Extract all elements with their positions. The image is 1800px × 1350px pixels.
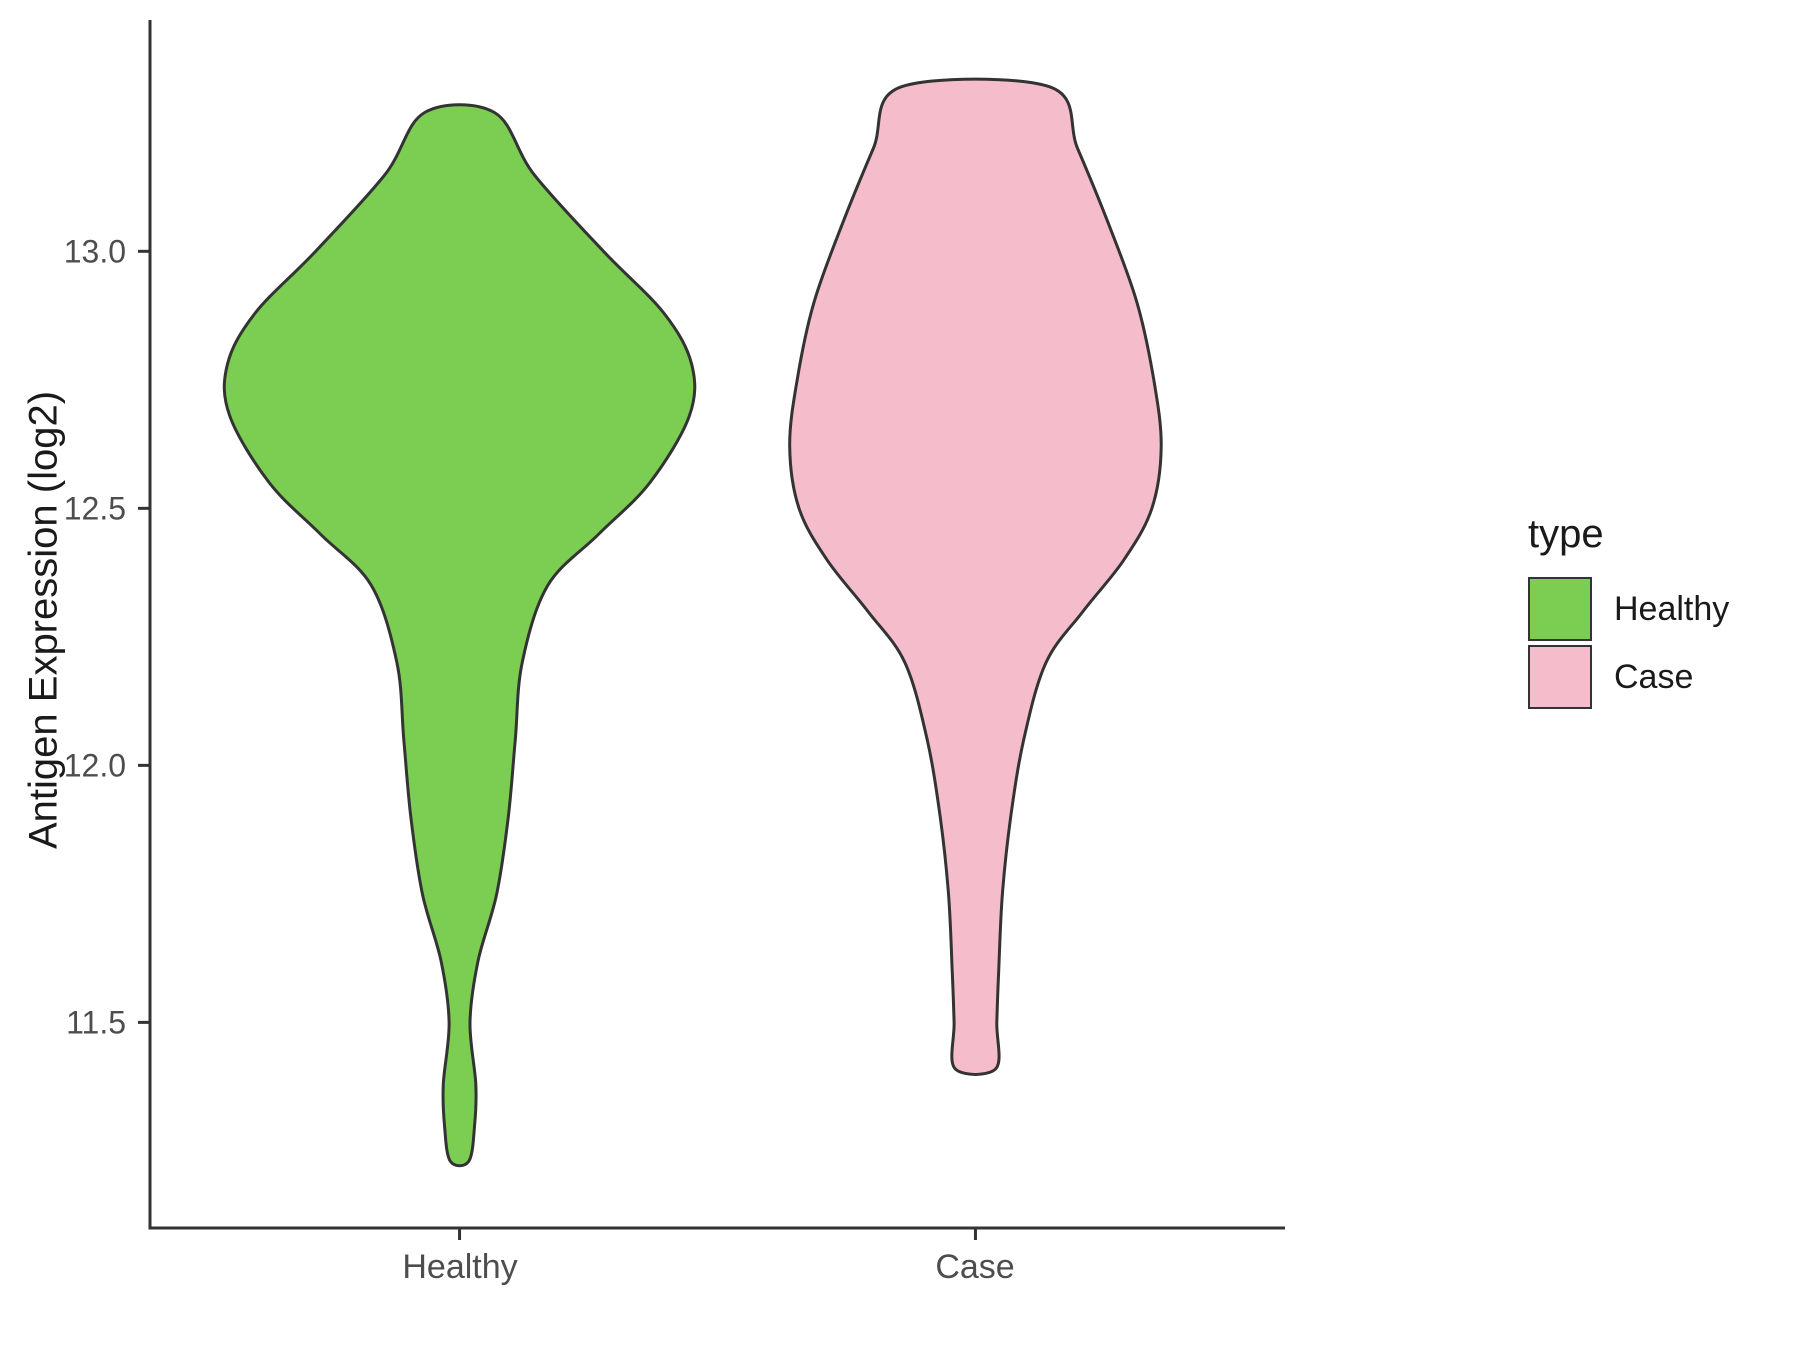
y-axis-title: Antigen Expression (log2) xyxy=(21,390,66,850)
legend-label-healthy: Healthy xyxy=(1614,589,1730,628)
x-tick-label-healthy: Healthy xyxy=(402,1248,518,1286)
violin-healthy xyxy=(222,103,697,1168)
legend: type Healthy Case xyxy=(1528,512,1729,713)
legend-swatch-healthy-icon xyxy=(1528,577,1592,641)
y-tick-label: 12.5 xyxy=(64,490,126,526)
legend-entry-case: Case xyxy=(1528,645,1729,709)
y-tick-label: 12.0 xyxy=(64,747,126,783)
violin-case xyxy=(788,77,1163,1076)
legend-title: type xyxy=(1528,512,1604,556)
legend-entry-healthy: Healthy xyxy=(1528,577,1729,641)
x-tick-label-case: Case xyxy=(935,1248,1015,1286)
legend-swatch-case-icon xyxy=(1528,645,1592,709)
y-tick-label: 13.0 xyxy=(64,233,126,269)
legend-label-case: Case xyxy=(1614,657,1694,696)
y-tick-label: 11.5 xyxy=(66,1004,126,1040)
